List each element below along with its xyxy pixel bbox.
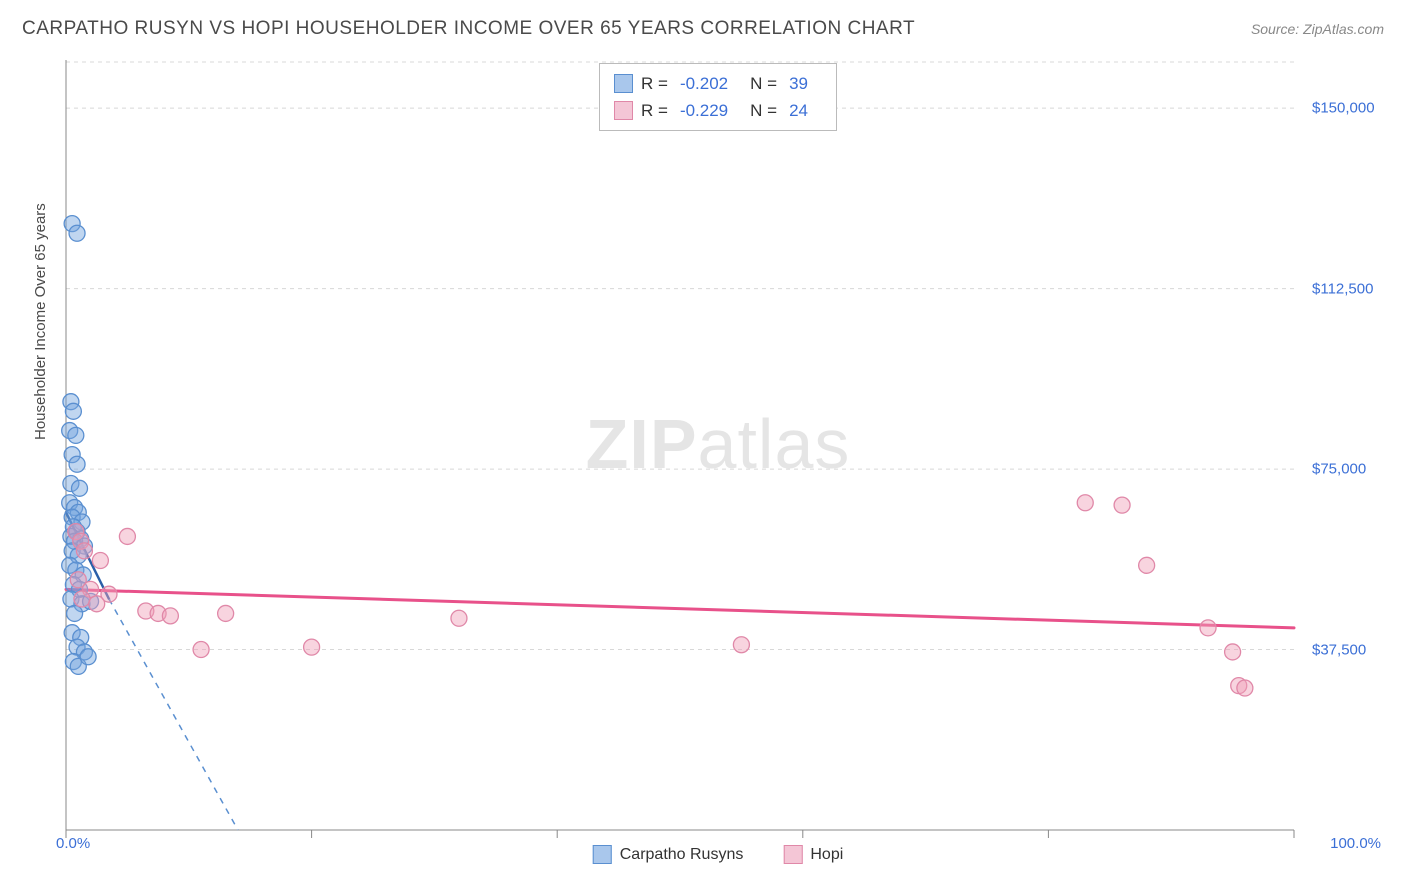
legend-item-carpatho: Carpatho Rusyns xyxy=(593,845,744,864)
x-tick-label-end: 100.0% xyxy=(1330,835,1381,852)
r-value-1: -0.202 xyxy=(680,70,728,97)
series-legend: Carpatho Rusyns Hopi xyxy=(593,845,844,864)
legend-swatch-carpatho-icon xyxy=(593,845,612,864)
scatter-chart xyxy=(50,60,1386,860)
legend-swatch-hopi-icon xyxy=(783,845,802,864)
chart-title: CARPATHO RUSYN VS HOPI HOUSEHOLDER INCOM… xyxy=(22,18,915,40)
chart-area: Householder Income Over 65 years ZIPatla… xyxy=(50,60,1386,860)
x-tick-label-start: 0.0% xyxy=(56,835,90,852)
legend-swatch-blue xyxy=(614,74,633,93)
n-value-2: 24 xyxy=(789,97,808,124)
y-tick-label: $37,500 xyxy=(1312,641,1386,658)
y-tick-label: $75,000 xyxy=(1312,461,1386,478)
y-tick-label: $112,500 xyxy=(1312,280,1386,297)
y-axis-label: Householder Income Over 65 years xyxy=(32,203,49,440)
source-label: Source: ZipAtlas.com xyxy=(1251,21,1384,37)
legend-item-hopi: Hopi xyxy=(783,845,843,864)
legend-row-1: R = -0.202 N = 39 xyxy=(614,70,822,97)
stats-legend: R = -0.202 N = 39 R = -0.229 N = 24 xyxy=(599,63,837,131)
legend-row-2: R = -0.229 N = 24 xyxy=(614,97,822,124)
n-value-1: 39 xyxy=(789,70,808,97)
legend-swatch-pink xyxy=(614,101,633,120)
y-tick-label: $150,000 xyxy=(1312,100,1386,117)
r-value-2: -0.229 xyxy=(680,97,728,124)
